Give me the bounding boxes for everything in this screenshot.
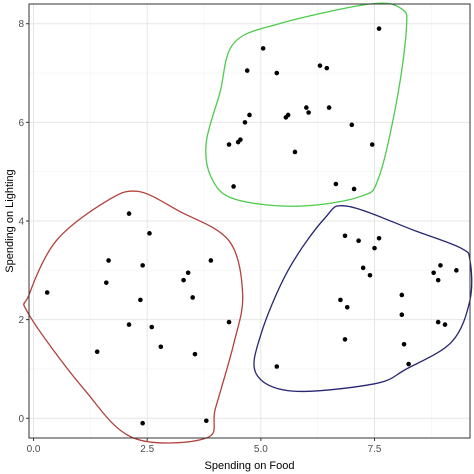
y-axis-ticks: 0 2 4 6 8 — [18, 19, 29, 425]
data-point — [438, 263, 443, 268]
data-point — [138, 297, 143, 303]
data-point — [208, 258, 214, 263]
data-point — [372, 245, 377, 251]
data-point — [306, 110, 311, 115]
data-point — [351, 186, 357, 192]
y-axis-title: Spending on Lighting — [4, 169, 16, 272]
data-point — [285, 112, 291, 118]
data-point — [140, 420, 145, 426]
data-point — [260, 46, 266, 51]
data-point — [106, 258, 111, 263]
grid-lines — [29, 4, 470, 438]
data-point — [238, 137, 243, 142]
data-point — [454, 268, 459, 273]
data-point — [406, 361, 411, 367]
data-point — [103, 280, 109, 285]
data-point — [338, 297, 343, 303]
data-point — [247, 112, 252, 118]
x-tick-label: 5.0 — [254, 444, 268, 455]
data-point — [304, 105, 309, 110]
x-tick-label: 7.5 — [368, 444, 382, 455]
data-point — [242, 120, 248, 125]
data-point — [369, 142, 375, 147]
data-point — [324, 65, 330, 71]
data-point — [333, 181, 339, 187]
data-point — [292, 149, 298, 155]
data-point — [158, 344, 164, 350]
y-tick-label: 0 — [18, 414, 24, 425]
data-point — [147, 231, 152, 236]
data-point — [231, 184, 236, 189]
data-point — [399, 292, 405, 298]
data-point — [94, 349, 100, 354]
data-point — [181, 277, 186, 283]
data-point — [342, 337, 348, 342]
y-tick-label: 2 — [18, 315, 24, 326]
data-point — [326, 105, 332, 110]
data-point — [317, 63, 323, 68]
x-axis-title: Spending on Food — [205, 460, 295, 472]
data-point — [192, 351, 198, 357]
x-axis-ticks: 0.0 2.5 5.0 7.5 — [27, 438, 382, 455]
y-tick-label: 6 — [18, 118, 24, 129]
data-point — [190, 295, 195, 300]
data-point — [226, 319, 232, 325]
data-point — [204, 418, 209, 424]
data-point — [435, 277, 441, 283]
data-point — [367, 272, 373, 278]
data-point — [349, 122, 355, 128]
data-point — [442, 322, 448, 327]
x-tick-label: 2.5 — [140, 444, 154, 455]
data-point — [376, 235, 382, 241]
data-point — [356, 238, 361, 244]
data-point — [376, 26, 382, 31]
data-point — [360, 265, 366, 271]
data-point — [126, 211, 132, 216]
data-point — [185, 270, 191, 276]
data-point — [342, 233, 348, 239]
cluster-outline-1 — [23, 190, 244, 444]
y-tick-label: 4 — [18, 217, 24, 228]
data-point — [44, 290, 50, 295]
data-points — [44, 26, 459, 426]
data-point — [140, 263, 145, 268]
data-point — [399, 312, 405, 318]
data-point — [401, 341, 407, 347]
data-point — [274, 364, 280, 369]
cluster-outline-3 — [253, 205, 473, 393]
data-point — [149, 324, 155, 330]
data-point — [431, 270, 436, 276]
data-point — [226, 142, 232, 147]
data-point — [435, 319, 441, 325]
y-tick-label: 8 — [18, 19, 24, 30]
data-point — [344, 305, 350, 310]
x-tick-label: 0.0 — [27, 444, 41, 455]
data-point — [244, 68, 250, 73]
data-point — [274, 70, 280, 76]
data-point — [126, 322, 132, 327]
